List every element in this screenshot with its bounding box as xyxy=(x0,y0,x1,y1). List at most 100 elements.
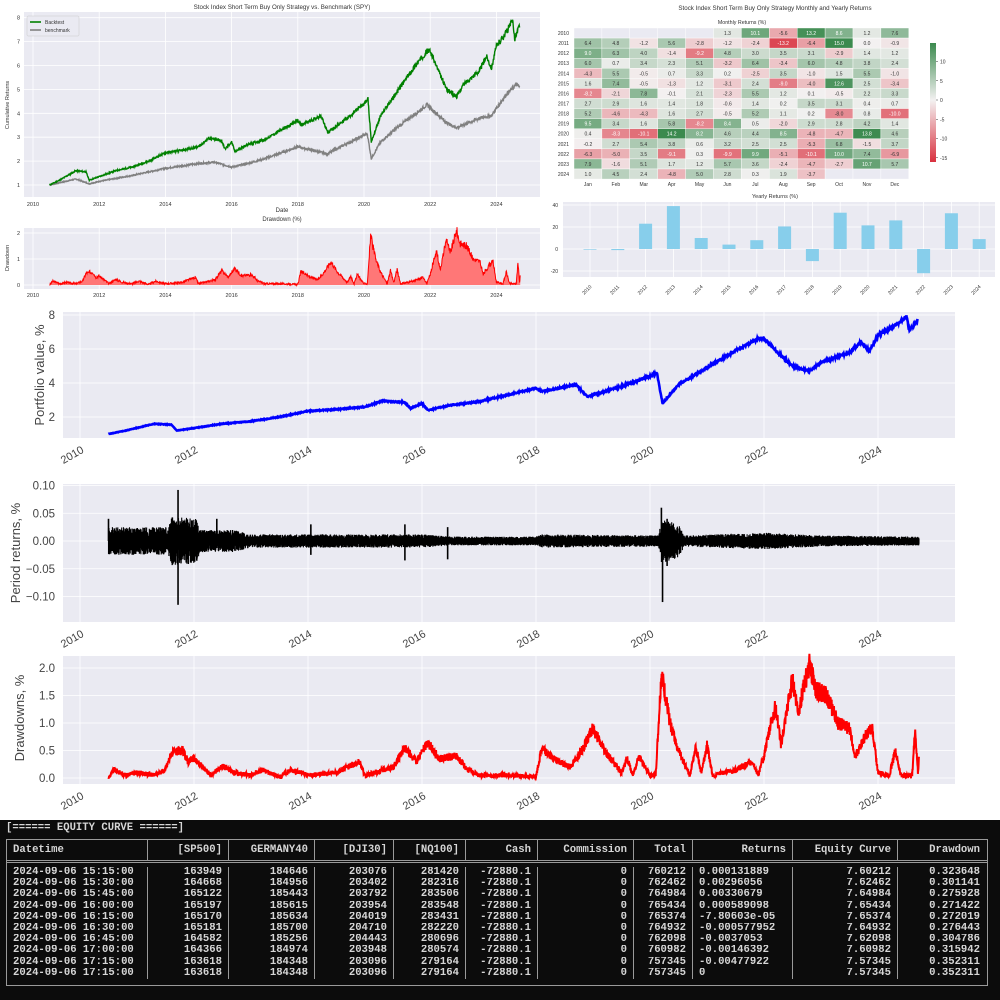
table-cell: 164668 xyxy=(148,878,229,890)
table-cell: 283548 xyxy=(394,900,466,912)
x-tick-label: 2023 xyxy=(943,284,955,296)
x-tick-label: 2016 xyxy=(401,628,428,651)
column-label: Dec xyxy=(890,182,899,188)
heatmap-cell-value: 7.8 xyxy=(640,91,647,97)
heatmap-cell-value: -1.3 xyxy=(667,81,676,87)
heatmap-cell-value: 2.2 xyxy=(863,91,870,97)
row-label: 2019 xyxy=(558,122,569,128)
heatmap-cell-value: 2.9 xyxy=(808,122,815,128)
equity-curve-title: [====== EQUITY CURVE ======] xyxy=(6,822,185,834)
table-cell: 163618 xyxy=(148,967,229,979)
y-tick-label: 8 xyxy=(17,16,20,22)
heatmap-cell-value: 2.8 xyxy=(724,172,731,178)
heatmap-cell-value: 1.6 xyxy=(668,112,675,118)
table-cell: -72880.1 xyxy=(466,956,538,968)
heatmap-cell-value: 6.0 xyxy=(808,61,815,67)
heatmap-cell-value: 3.0 xyxy=(752,51,759,57)
heatmap-cell-value: 8.6 xyxy=(836,31,843,37)
y-tick-label: 6 xyxy=(17,64,20,70)
table-cell: 282316 xyxy=(394,878,466,890)
y-tick-label: 2 xyxy=(17,159,20,165)
heatmap-cell-value: -9.2 xyxy=(695,51,704,57)
table-cell: 0.275928 xyxy=(929,889,980,901)
table-cell: 164366 xyxy=(148,945,229,957)
heatmap-cell-value: 2.8 xyxy=(836,122,843,128)
table-cell: 203076 xyxy=(315,867,394,879)
heatmap-cell-value: 13.2 xyxy=(806,31,816,37)
table-cell: 279164 xyxy=(394,967,466,979)
heatmap-cell-value: 2.7 xyxy=(696,112,703,118)
y-tick-label: 0.00 xyxy=(33,536,55,548)
row-label: 2014 xyxy=(558,71,569,77)
heatmap-cell-value: 2.1 xyxy=(696,91,703,97)
table-row: 2024-09-06 16:00:00 165197 185615 203954 283… xyxy=(7,900,987,912)
heatmap-cell-value: 8.5 xyxy=(780,132,787,138)
x-tick-label: 2010 xyxy=(59,628,86,651)
heatmap-cell-value: -4.8 xyxy=(807,132,816,138)
heatmap-cell-value: 8.2 xyxy=(696,132,703,138)
column-header: Returns xyxy=(693,840,793,860)
heatmap-cell xyxy=(573,27,603,39)
heatmap-cell-value: 5.5 xyxy=(863,71,870,77)
heatmap-cell-value: -0.9 xyxy=(891,41,900,47)
heatmap-cell-value: -0.2 xyxy=(584,142,593,148)
y-tick-label: 2.0 xyxy=(39,663,55,675)
heatmap-cell-value: 1.2 xyxy=(696,162,703,168)
heatmap-cell-value: 2.5 xyxy=(752,142,759,148)
x-tick-label: 2014 xyxy=(692,284,704,296)
heatmap-cell-value: 2.5 xyxy=(863,81,870,87)
x-tick-label: 2013 xyxy=(665,284,677,296)
row-label: 2021 xyxy=(558,142,569,148)
heatmap-cell xyxy=(824,168,854,180)
table-cell: -72880.1 xyxy=(466,900,538,912)
heatmap-cell-value: 5.4 xyxy=(640,142,647,148)
table-row: 2024-09-06 16:30:00 165181 185700 204710 282… xyxy=(7,922,987,935)
heatmap-cell-value: 9.5 xyxy=(584,122,591,128)
x-tick-label: 2020 xyxy=(629,444,656,467)
heatmap-cell-value: 3.1 xyxy=(808,51,815,57)
yearly-bar xyxy=(722,244,736,249)
yearly-bar xyxy=(778,226,792,249)
row-label: 2023 xyxy=(558,162,569,168)
table-cell: -72880.1 xyxy=(466,934,538,946)
table-cell: 0.272019 xyxy=(929,911,980,923)
x-tick-label: 2014 xyxy=(287,790,314,813)
table-cell: 283506 xyxy=(394,889,466,901)
heatmap-cell-value: 15.0 xyxy=(834,41,844,47)
column-header: Datetime xyxy=(7,840,148,860)
column-label: Aug xyxy=(779,182,788,188)
drawdown-area xyxy=(49,227,521,286)
table-cell: -72880.1 xyxy=(466,889,538,901)
heatmap-title: Stock Index Short Term Buy Only Strategy… xyxy=(678,5,871,12)
legend-label: Backtest xyxy=(45,20,65,26)
table-cell: 184646 xyxy=(229,867,315,879)
x-tick-label: 2012 xyxy=(173,790,200,813)
heatmap-cell xyxy=(685,27,714,39)
heatmap-cell-value: 3.4 xyxy=(640,61,647,67)
table-row: 2024-09-06 16:15:00 165170 185634 204019 283… xyxy=(7,911,987,923)
heatmap-cell-value: -6.3 xyxy=(584,152,593,158)
heatmap-cell-value: 10.1 xyxy=(750,31,760,37)
heatmap-cell-value: 5.8 xyxy=(668,122,675,128)
heatmap-cell-value: -4.7 xyxy=(807,162,816,168)
table-cell: 163618 xyxy=(148,956,229,968)
heatmap-cell-value: 5.7 xyxy=(724,162,731,168)
x-tick-label: 2014 xyxy=(159,293,171,299)
table-row: 2024-09-06 16:45:00 164582 185256 204443 280… xyxy=(7,934,987,946)
row-label: 2011 xyxy=(558,41,569,47)
table-cell: 2024-09-06 16:45:00 xyxy=(7,934,148,946)
heatmap-cell-value: 1.1 xyxy=(780,112,787,118)
column-label: Apr xyxy=(668,182,676,188)
colorbar-tick-label: -5 xyxy=(940,117,945,123)
table-cell: 2024-09-06 15:15:00 xyxy=(7,867,148,879)
y-tick-label: 2 xyxy=(17,231,20,237)
x-tick-label: 2016 xyxy=(225,202,237,208)
heatmap-cell-value: 4.5 xyxy=(612,172,619,178)
colorbar-tick-label: -10 xyxy=(940,137,947,143)
heatmap-cell-value: -10.1 xyxy=(805,152,817,158)
heatmap-cell-value: 1.5 xyxy=(836,71,843,77)
y-tick-label: 1 xyxy=(17,183,20,189)
heatmap-cell-value: 5.7 xyxy=(891,162,898,168)
heatmap-cell-value: 1.3 xyxy=(724,31,731,37)
x-tick-label: 2022 xyxy=(743,628,770,651)
